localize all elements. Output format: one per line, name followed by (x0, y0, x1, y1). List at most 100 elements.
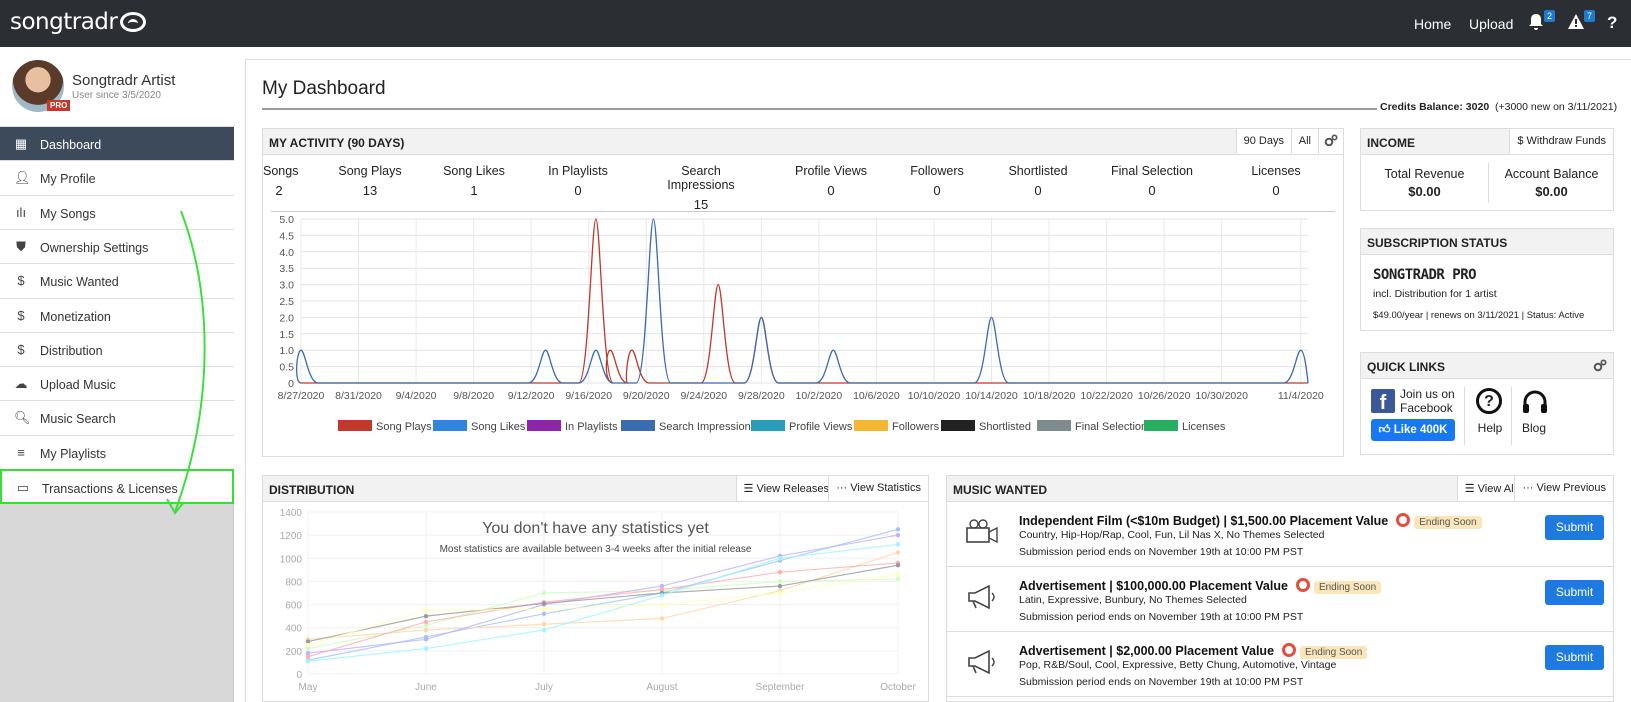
blog-link[interactable]: Blog (1521, 421, 1547, 435)
submit-button[interactable]: Submit (1545, 515, 1604, 540)
facebook-icon[interactable]: f (1371, 389, 1395, 414)
legend-item[interactable]: Final Selection (1037, 420, 1147, 433)
settings-gears-icon[interactable] (1593, 359, 1607, 376)
ending-soon-badge: Ending Soon (1300, 646, 1368, 659)
help-circle-icon[interactable]: ? (1476, 388, 1502, 414)
thumbs-up-icon: 👍︎ (1378, 424, 1394, 436)
notifications-bell-icon[interactable]: 2 (1527, 10, 1555, 34)
placeholder-point (895, 532, 901, 538)
legend-item[interactable]: Search Impressions (621, 420, 756, 433)
legend-label: Profile Views (789, 421, 853, 433)
legend-item[interactable]: In Playlists (527, 420, 618, 433)
settings-gears-icon[interactable] (1318, 129, 1343, 154)
submit-button[interactable]: Submit (1545, 645, 1604, 670)
music-wanted-item[interactable]: Independent Film (<$10m Budget) | $1,500… (947, 503, 1613, 567)
stat-value: 15 (693, 197, 709, 212)
legend-item[interactable]: Song Likes (433, 420, 525, 433)
listing-title[interactable]: Independent Film (<$10m Budget) | $1,500… (1019, 513, 1482, 529)
placeholder-point (305, 654, 311, 659)
view-statistics-button[interactable]: ··· View Statistics (828, 476, 928, 501)
range-all-button[interactable]: All (1290, 129, 1318, 154)
range-90-days-button[interactable]: 90 Days (1235, 129, 1291, 154)
sidebar-item-upload-music[interactable]: ☁ Upload Music (0, 366, 234, 402)
quick-links-panel: QUICK LINKS f Join us on Facebook 👍︎ Lik… (1360, 352, 1614, 455)
facebook-like-button[interactable]: 👍︎ Like 400K (1371, 419, 1455, 441)
x-tick-label: 10/2/2020 (796, 390, 843, 402)
facebook-join-link[interactable]: Join us on Facebook (1400, 387, 1455, 415)
lifebuoy-icon (1295, 578, 1310, 592)
ql-divider (1511, 387, 1512, 445)
sidebar-item-music-wanted[interactable]: $ Music Wanted (0, 263, 234, 299)
listing-period: Submission period ends on November 19th … (1019, 611, 1304, 623)
stat-label: Songs (263, 164, 299, 178)
submit-button[interactable]: Submit (1545, 580, 1604, 605)
x-tick-label: 9/28/2020 (738, 390, 785, 402)
legend-label: Licenses (1182, 421, 1226, 433)
sidebar-item-dashboard[interactable]: ▦ Dashboard (0, 126, 234, 161)
like-count: Like 400K (1393, 424, 1448, 436)
sidebar-item-my-profile[interactable]: 👤︎ My Profile (0, 160, 234, 196)
legend-label: Song Plays (376, 421, 432, 433)
stat-shortlisted: Shortlisted 0 (983, 164, 1093, 198)
y-tick-label: 400 (285, 624, 302, 635)
stat-value: 0 (1272, 183, 1280, 198)
sidebar-item-transactions-licenses[interactable]: ▭ Transactions & Licenses (0, 469, 234, 504)
legend-item[interactable]: Followers (854, 420, 939, 433)
view-all-button[interactable]: ☰ View All (1456, 476, 1523, 501)
x-tick-label: 10/6/2020 (853, 390, 900, 402)
stat-value: 1 (470, 183, 478, 198)
alerts-warning-icon[interactable]: 7 (1567, 10, 1595, 34)
placeholder-point (423, 627, 429, 633)
view-releases-button[interactable]: ☰ View Releases (735, 476, 836, 501)
y-tick-label: 0.5 (279, 362, 294, 374)
placeholder-point (777, 569, 783, 575)
help-question-icon[interactable]: ? (1607, 13, 1618, 32)
headphones-icon[interactable] (1521, 388, 1549, 416)
list-icon: ☰ (1464, 483, 1478, 495)
legend-item[interactable]: Song Plays (338, 420, 432, 433)
sidebar-item-label: Ownership Settings (40, 240, 149, 255)
legend-swatch (854, 420, 888, 431)
sidebar-item-distribution[interactable]: $ Distribution (0, 331, 234, 367)
activity-title: MY ACTIVITY (90 DAYS) (269, 136, 405, 150)
income-panel: INCOME $ Withdraw Funds Total Revenue $0… (1360, 128, 1614, 211)
placeholder-point (895, 550, 901, 555)
sidebar-item-label: My Songs (40, 206, 96, 221)
total-revenue-label: Total Revenue (1384, 167, 1465, 181)
view-statistics-label: View Statistics (850, 482, 921, 494)
sidebar-item-monetization[interactable]: $ Monetization (0, 297, 234, 333)
view-previous-button[interactable]: ··· View Previous (1514, 476, 1613, 501)
playlist-icon: ≡ (17, 444, 25, 460)
placeholder-point (541, 607, 547, 612)
alerts-count-badge: 7 (1583, 10, 1595, 22)
stat-label: Licenses (1251, 164, 1301, 178)
help-link[interactable]: Help (1477, 421, 1503, 435)
withdraw-funds-button[interactable]: $ Withdraw Funds (1509, 129, 1613, 154)
music-wanted-item[interactable]: Advertisement | $100,000.00 Placement Va… (947, 568, 1613, 632)
listing-title[interactable]: Advertisement | $100,000.00 Placement Va… (1019, 578, 1382, 594)
legend-label: In Playlists (565, 421, 618, 433)
legend-label: Final Selection (1075, 421, 1148, 433)
nav-home-link[interactable]: Home (1414, 16, 1452, 32)
listing-period: Submission period ends on November 19th … (1019, 676, 1304, 688)
songtradr-logo[interactable]: songtradr (10, 9, 147, 35)
listing-title[interactable]: Advertisement | $2,000.00 Placement Valu… (1019, 643, 1368, 659)
music-wanted-item[interactable]: Advertisement | $2,000.00 Placement Valu… (947, 633, 1613, 697)
sidebar-item-music-search[interactable]: 🔍︎ Music Search (0, 400, 234, 436)
stat-value: 0 (1034, 183, 1042, 198)
nav-upload-link[interactable]: Upload (1469, 16, 1514, 32)
subscription-header: SUBSCRIPTION STATUS (1361, 229, 1613, 255)
placeholder-series-line (307, 578, 899, 650)
y-tick-label: 3.0 (279, 280, 294, 292)
sidebar-item-my-songs[interactable]: ılı My Songs (0, 194, 234, 230)
search-icon: 🔍︎ (14, 410, 31, 426)
top-bar: songtradr Home Upload 2 7 ? (0, 0, 1631, 47)
legend-item[interactable]: Profile Views (751, 420, 852, 433)
stat-label: Profile Views (794, 164, 868, 178)
music-wanted-header: MUSIC WANTED ☰ View All ··· View Previou… (947, 476, 1613, 502)
quick-links-header: QUICK LINKS (1361, 353, 1613, 379)
legend-item[interactable]: Licenses (1144, 420, 1225, 433)
legend-item[interactable]: Shortlisted (941, 420, 1031, 433)
y-tick-label: 4.5 (279, 230, 294, 242)
x-tick-label: 9/8/2020 (453, 390, 494, 402)
